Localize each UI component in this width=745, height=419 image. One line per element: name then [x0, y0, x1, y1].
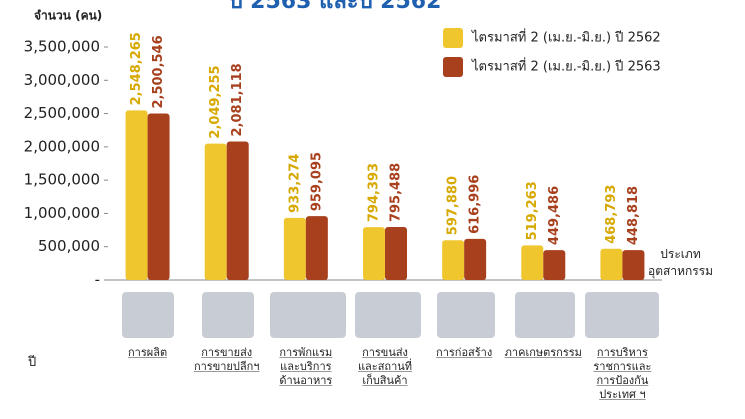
bar — [464, 238, 487, 280]
x-tick-label: การก่อสร้าง — [436, 346, 493, 359]
x-tick-label: ภาคเกษตรกรรม — [504, 346, 582, 359]
legend-swatch — [443, 57, 463, 77]
bar — [204, 143, 227, 280]
bar — [622, 250, 645, 280]
value-label: 2,049,255 — [208, 65, 223, 138]
value-label: 795,488 — [389, 163, 404, 222]
bar — [147, 113, 170, 280]
value-label: 959,095 — [309, 152, 324, 211]
x-tick-label: การขนส่ง และสถานที่ เก็บสินค้า — [357, 346, 413, 387]
bar — [226, 141, 249, 280]
bar — [125, 110, 148, 280]
x-tick-label: การพักแรม และบริการ ด้านอาหาร — [279, 346, 333, 387]
chart-title: ปี 2563 และปี 2562 — [227, 0, 441, 14]
value-label: 468,793 — [604, 185, 619, 244]
value-label: 449,486 — [547, 186, 562, 245]
icon — [202, 292, 254, 338]
value-label: 794,393 — [367, 163, 382, 222]
icon — [355, 292, 421, 338]
y-tick-label: 1,500,000 — [24, 171, 100, 189]
x-tick-label: การขายส่ง การขายปลีกฯ — [193, 346, 260, 373]
value-label: 519,263 — [525, 181, 540, 240]
value-label: 448,818 — [626, 186, 641, 245]
legend-swatch — [443, 28, 463, 48]
bar — [543, 250, 566, 280]
value-label: 616,996 — [468, 175, 483, 234]
icon — [585, 292, 659, 338]
bar — [305, 216, 328, 280]
value-label: 933,274 — [287, 154, 302, 213]
y-tick-label: 3,500,000 — [24, 38, 100, 56]
bar — [385, 227, 407, 280]
x-tick-label: การผลิต — [128, 346, 168, 359]
value-label: 2,548,265 — [129, 32, 144, 105]
legend-label: ไตรมาสที่ 2 (เม.ย.-มิ.ย.) ปี 2563 — [471, 58, 661, 75]
bar — [442, 240, 465, 280]
icon — [122, 292, 174, 338]
icon — [515, 292, 575, 338]
bar — [283, 217, 306, 280]
y-axis-label: จำนวน (คน) — [34, 9, 102, 23]
icon — [437, 292, 495, 338]
y-tick-label: 1,000,000 — [24, 204, 100, 222]
y-tick-label: 2,000,000 — [24, 137, 100, 155]
x-axis-label: ประเภท อุตสาหกรรม — [648, 247, 714, 278]
y-tick-label: - — [95, 271, 100, 289]
y-tick-label: 500,000 — [38, 237, 100, 255]
legend-label: ไตรมาสที่ 2 (เม.ย.-มิ.ย.) ปี 2562 — [471, 29, 661, 46]
value-label: 2,081,118 — [230, 63, 245, 136]
bar — [521, 245, 544, 280]
y-tick-label: 2,500,000 — [24, 104, 100, 122]
value-label: 2,500,546 — [151, 35, 166, 108]
value-label: 597,880 — [446, 176, 461, 235]
y-tick-label: 3,000,000 — [24, 71, 100, 89]
icon — [270, 292, 346, 338]
bar — [363, 227, 385, 280]
corner-label: ปี — [28, 355, 37, 370]
x-tick-label: การบริหาร ราชการและ การป้องกัน ประเทศ ฯ — [593, 346, 652, 401]
icons — [122, 292, 659, 338]
bar — [600, 248, 623, 280]
